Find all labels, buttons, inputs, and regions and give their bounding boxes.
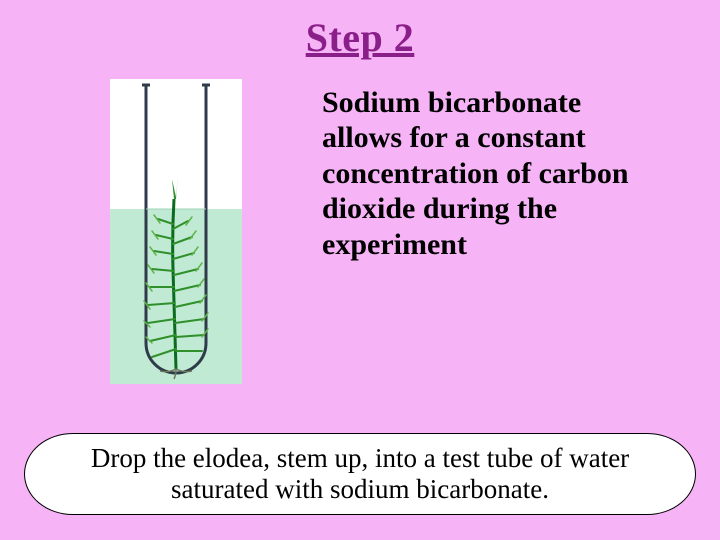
step-title: Step 2: [0, 0, 720, 61]
content-row: Sodium bicarbonate allows for a constant…: [0, 79, 720, 384]
test-tube-diagram: [110, 79, 242, 384]
caption-text: Drop the elodea, stem up, into a test tu…: [53, 443, 667, 505]
description-text: Sodium bicarbonate allows for a constant…: [242, 79, 642, 262]
test-tube-svg: [110, 79, 242, 384]
caption-callout: Drop the elodea, stem up, into a test tu…: [24, 433, 696, 515]
